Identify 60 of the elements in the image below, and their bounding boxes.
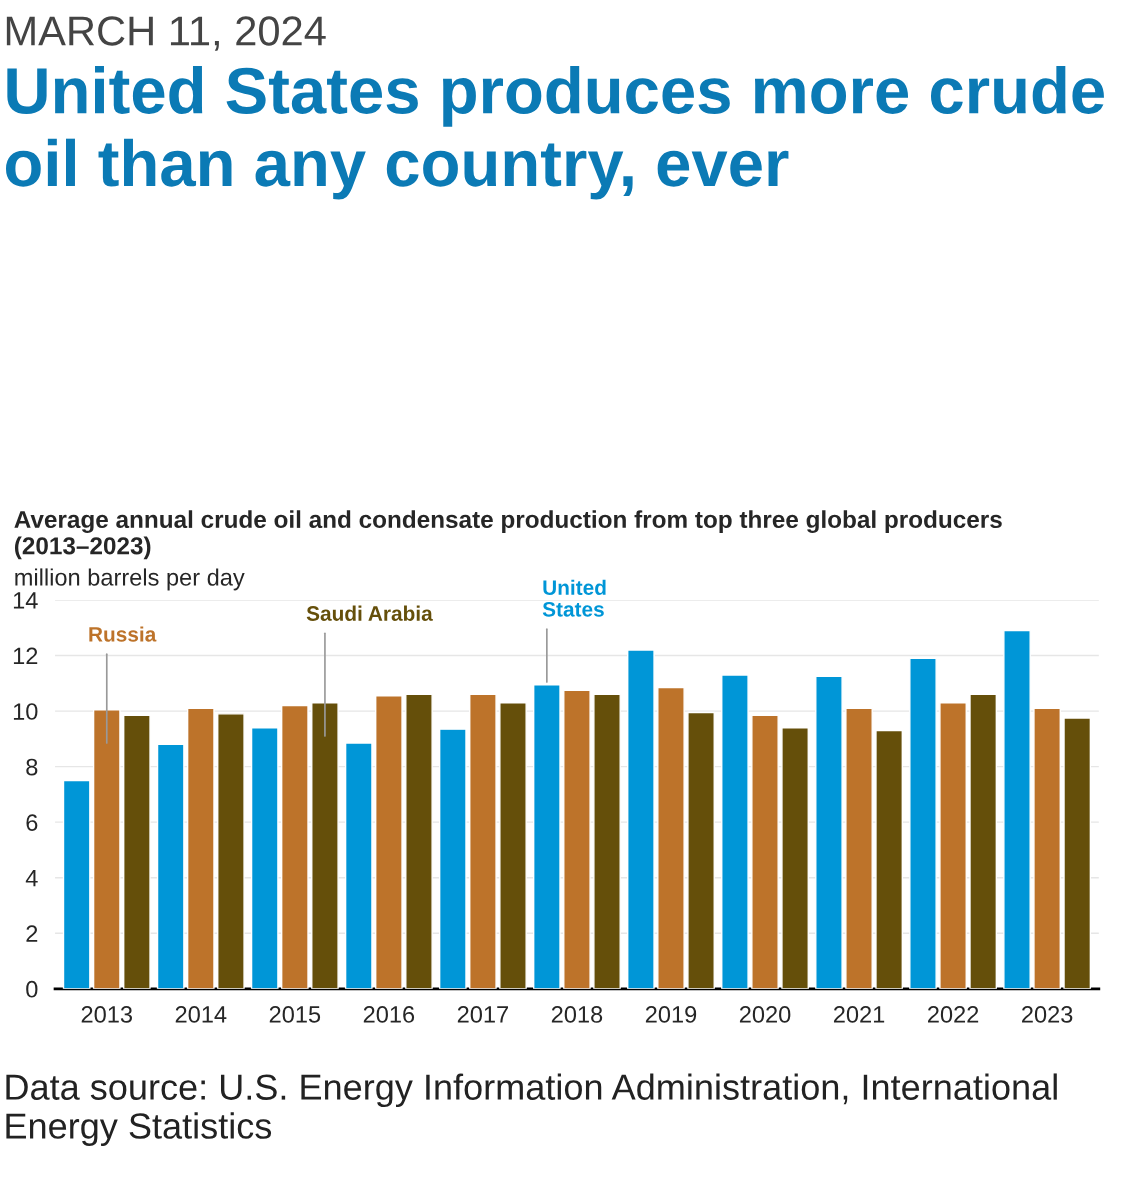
bar	[657, 686, 685, 989]
bar	[375, 695, 403, 989]
bar	[250, 727, 279, 989]
bar	[469, 693, 497, 989]
bar	[563, 689, 591, 989]
x-tick-label: 2013	[81, 1006, 132, 1023]
text: MARCH 11, 2024	[6, 16, 326, 51]
bar	[156, 743, 185, 989]
bar	[909, 657, 937, 989]
bar	[62, 779, 91, 989]
bar	[344, 742, 373, 989]
x-tick-label: 2015	[269, 1006, 321, 1023]
bar	[721, 674, 749, 989]
bar	[875, 729, 903, 989]
text: Saudi Arabia	[306, 605, 433, 621]
x-tick-label: 2017	[457, 1006, 508, 1023]
x-tick-label: 2021	[833, 1006, 885, 1023]
bar	[217, 713, 245, 989]
bar	[593, 693, 621, 989]
y-axis-title: million barrels per day	[15, 568, 245, 591]
y-tick-label: 0	[26, 980, 38, 998]
bar	[627, 649, 655, 989]
series-label: United States	[542, 579, 606, 617]
bar	[845, 707, 873, 989]
x-tick-label: 2016	[363, 1006, 415, 1023]
bar	[123, 714, 151, 989]
bar	[1033, 707, 1061, 989]
y-tick-label: 6	[26, 814, 38, 831]
x-tick-label: 2019	[645, 1006, 697, 1023]
bar	[499, 702, 527, 989]
bar	[1063, 717, 1092, 989]
bar	[781, 727, 809, 989]
y-tick-label: 4	[25, 870, 38, 887]
x-tick-label: 2020	[739, 1006, 791, 1023]
chart-subtitle: Average annual crude oil and condensate production from top three global producers (2013–2023)	[14, 510, 1002, 560]
bar	[532, 684, 561, 989]
bar	[687, 711, 715, 989]
x-tick-label: 2022	[928, 1006, 979, 1023]
y-tick-label: 8	[26, 758, 38, 776]
x-tick-label: 2018	[551, 1006, 603, 1023]
bar	[186, 707, 215, 989]
bar	[438, 728, 467, 989]
source-note: Data source: U.S. Energy Information Administration, International Energy Statistics	[6, 1073, 1057, 1146]
y-tick-label: 14	[13, 592, 38, 609]
bar	[405, 693, 433, 989]
bar	[815, 675, 843, 989]
y-tick-label: 2	[26, 925, 38, 942]
bar	[311, 702, 339, 989]
bar	[280, 704, 309, 989]
bar	[939, 702, 967, 989]
x-tick-label: 2023	[1022, 1006, 1073, 1023]
bar	[1003, 629, 1031, 989]
bar	[751, 714, 779, 989]
y-tick-label: 12	[13, 647, 38, 665]
x-tick-label: 2014	[175, 1006, 227, 1023]
chart-title: United States produces more crude oil than any country, ever	[5, 66, 1104, 200]
y-tick-label: 10	[13, 703, 38, 720]
text: Russia	[89, 626, 157, 642]
bar	[92, 709, 121, 989]
bar	[969, 693, 998, 989]
